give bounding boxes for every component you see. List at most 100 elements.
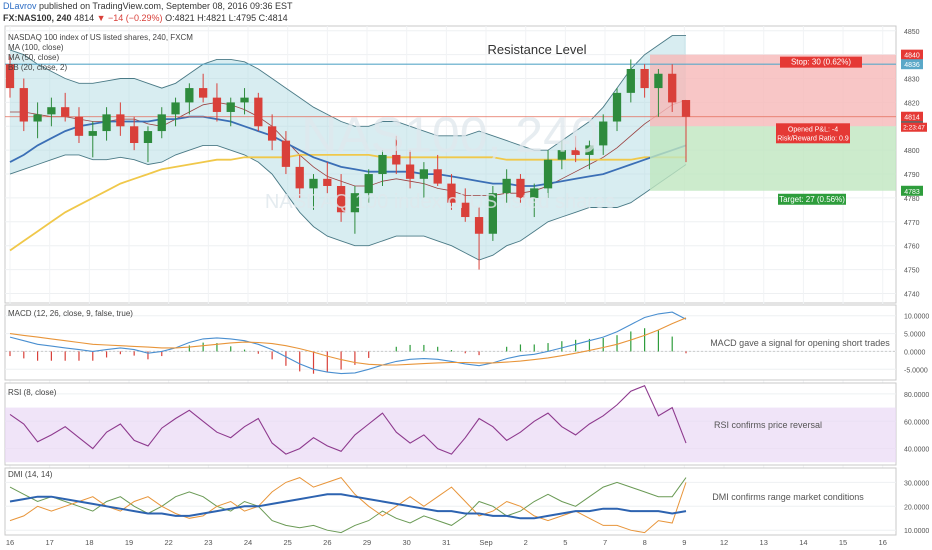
macd-tick-label: 10.0000 (904, 314, 929, 321)
current-price-tag-bg (901, 111, 923, 122)
x-tick-label: 17 (45, 538, 53, 547)
x-tick-label: 8 (643, 538, 647, 547)
x-tick-label: 13 (760, 538, 768, 547)
candle-body (74, 116, 84, 136)
target-label: Target: 27 (0.56%) (779, 195, 845, 204)
candle-body (378, 154, 387, 175)
candle-body (309, 178, 318, 189)
stop-price-tag: 4840 (904, 53, 920, 60)
target-badge (778, 193, 846, 205)
candle-body (267, 126, 277, 141)
dmi-panel-label[interactable]: DMI (14, 14) (8, 470, 53, 479)
candle-body (599, 121, 608, 146)
watermark-symbol: NAS100, 240 (301, 107, 598, 163)
price-tick-label: 4820 (904, 100, 920, 107)
x-tick-label: 24 (244, 538, 252, 547)
price-tick-label: 4760 (904, 244, 920, 251)
candle-body (47, 107, 56, 115)
macd-signal-line (9, 317, 687, 366)
x-tick-label: 26 (323, 538, 331, 547)
x-tick-label: 23 (204, 538, 212, 547)
price-tick-label: 4850 (904, 29, 920, 36)
symbol-text: FX:NAS100, 240 (3, 13, 72, 23)
di-plus-line (9, 477, 687, 534)
x-tick-label: 9 (682, 538, 686, 547)
candle-body (557, 150, 566, 160)
dmi-frame (4, 467, 897, 536)
legend-bb[interactable]: BB (20, close, 2) (8, 63, 68, 72)
last-price: 4814 (74, 13, 95, 23)
adx-line (9, 493, 687, 520)
countdown-label: 2:23:47 (903, 125, 925, 132)
candle-body (612, 92, 622, 122)
candle-body (240, 97, 249, 103)
candle-body (19, 88, 28, 122)
candle-body (185, 88, 194, 103)
published-text: published on TradingView.com, September … (39, 1, 293, 11)
resistance-label: Resistance Level (488, 42, 587, 57)
candle-body (571, 150, 580, 155)
x-tick-label: 12 (720, 538, 728, 547)
candle-body (5, 64, 15, 89)
rsi-panel-label[interactable]: RSI (8, close) (8, 388, 57, 397)
candle-body (585, 145, 594, 155)
candle-body (88, 131, 97, 136)
candle-body (474, 217, 484, 234)
candle-body (433, 169, 442, 184)
x-tick-label: 15 (839, 538, 847, 547)
macd-panel-label[interactable]: MACD (12, 26, close, 9, false, true) (8, 309, 133, 318)
dmi-tick-label: 20.0000 (904, 504, 929, 511)
candle-body (157, 114, 166, 132)
candle-body (336, 185, 346, 213)
candle-body (281, 140, 291, 167)
ohlc-text: O:4821 H:4821 L:4795 C:4814 (165, 13, 288, 23)
candle-body (405, 164, 415, 179)
candle-body (143, 131, 153, 144)
x-tick-label: 29 (363, 538, 371, 547)
price-tick-label: 4750 (904, 268, 920, 275)
target-price-tag-bg (901, 185, 923, 196)
macd-frame (4, 304, 897, 381)
candle-body (295, 166, 304, 189)
candle-body (543, 159, 553, 189)
dmi-tick-label: 30.0000 (904, 480, 929, 487)
candle-body (447, 183, 456, 203)
resistance-price-tag-bg (901, 59, 923, 70)
x-tick-label: 19 (125, 538, 133, 547)
candle-body (212, 97, 222, 112)
rsi-tick-label: 60.0000 (904, 419, 929, 426)
x-tick-label: 16 (6, 538, 14, 547)
stop-badge (780, 56, 862, 68)
pl-badge (776, 123, 850, 144)
candle-body (226, 102, 235, 112)
candle-body (488, 193, 497, 234)
bollinger-band-fill (10, 35, 686, 260)
author-link[interactable]: DLavrov (3, 1, 37, 11)
legend-ma100[interactable]: MA (100, close) (8, 43, 64, 52)
x-tick-label: 14 (799, 538, 807, 547)
x-tick-label: 2 (524, 538, 528, 547)
legend-title: NASDAQ 100 index of US listed shares, 24… (8, 33, 193, 42)
x-tick-label: 18 (85, 538, 93, 547)
candle-body (171, 102, 180, 115)
x-tick-label: 5 (563, 538, 567, 547)
rsi-tick-label: 80.0000 (904, 392, 929, 399)
price-tick-label: 4780 (904, 196, 920, 203)
macd-tick-label: 5.0000 (904, 332, 926, 339)
legend-ma50[interactable]: MA (50, close) (8, 53, 60, 62)
price-tick-label: 4740 (904, 291, 920, 298)
target-price-tag: 4783 (904, 189, 920, 196)
x-tick-label: Sep (479, 538, 492, 547)
opened-pl-label: Opened P&L: -4 (788, 126, 838, 133)
macd-note: MACD gave a signal for opening short tra… (710, 338, 890, 348)
price-tick-label: 4790 (904, 172, 920, 179)
candle-body (530, 188, 539, 198)
candle-body (254, 97, 263, 127)
x-tick-label: 30 (403, 538, 411, 547)
stop-label: Stop: 30 (0.62%) (791, 58, 851, 67)
price-tick-label: 4770 (904, 220, 920, 227)
macd-tick-label: 0.0000 (904, 349, 926, 356)
rsi-line (9, 384, 687, 455)
